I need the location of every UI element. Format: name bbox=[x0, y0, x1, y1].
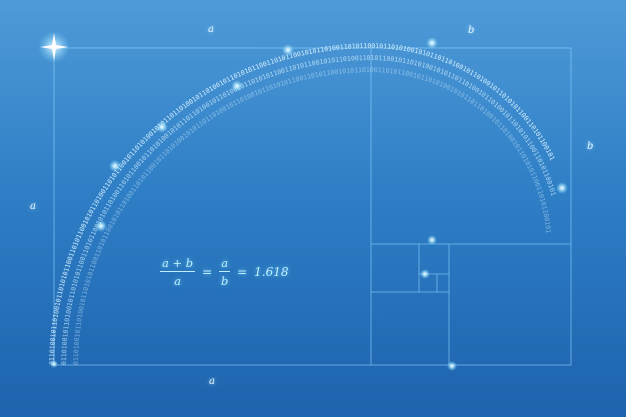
sparkle bbox=[556, 182, 568, 194]
label-right-b: b bbox=[587, 141, 594, 152]
denominator: a bbox=[174, 274, 182, 288]
sparkle bbox=[426, 37, 438, 49]
sparkle bbox=[109, 160, 121, 172]
numerator: a bbox=[219, 256, 231, 272]
sparkle bbox=[282, 44, 294, 56]
binary-spiral: 0110100101101001011010101100110101100101… bbox=[48, 42, 558, 365]
spiral-text-middle: 011010010110100101101010110011010110 0101… bbox=[60, 54, 558, 365]
sparkle bbox=[231, 80, 243, 92]
numerator: a + b bbox=[160, 256, 196, 272]
fraction-a-over-b: a b bbox=[219, 256, 231, 288]
spiral-band-inner: 0110100101101001011010101100110101100101… bbox=[72, 66, 552, 365]
equals-sign: = bbox=[202, 265, 213, 279]
sparkles bbox=[50, 37, 568, 371]
sparkle bbox=[427, 235, 437, 245]
outer-rectangle bbox=[53, 47, 572, 366]
golden-rectangle-grid bbox=[53, 47, 572, 366]
label-left-a: a bbox=[30, 201, 36, 212]
sparkle bbox=[420, 269, 430, 279]
label-bottom-a: a bbox=[209, 376, 215, 387]
sparkle bbox=[50, 360, 58, 368]
golden-ratio-value: 1.618 bbox=[254, 265, 289, 279]
sparkle bbox=[156, 121, 168, 133]
label-top-b: b bbox=[468, 25, 475, 36]
label-top-a: a bbox=[208, 24, 214, 35]
golden-ratio-formula: a + b a = a b = 1.618 bbox=[160, 252, 289, 292]
denominator: b bbox=[220, 274, 229, 288]
equals-sign: = bbox=[237, 265, 248, 279]
sparkle bbox=[447, 361, 457, 371]
spiral-text-inner: 0110100101101001011010101100110101100101… bbox=[72, 66, 552, 365]
sparkle bbox=[95, 220, 107, 232]
star-flare bbox=[38, 31, 70, 63]
fraction-a-plus-b-over-a: a + b a bbox=[160, 256, 196, 288]
spiral-band-middle: 011010010110100101101010110011010110 0101… bbox=[60, 54, 558, 365]
